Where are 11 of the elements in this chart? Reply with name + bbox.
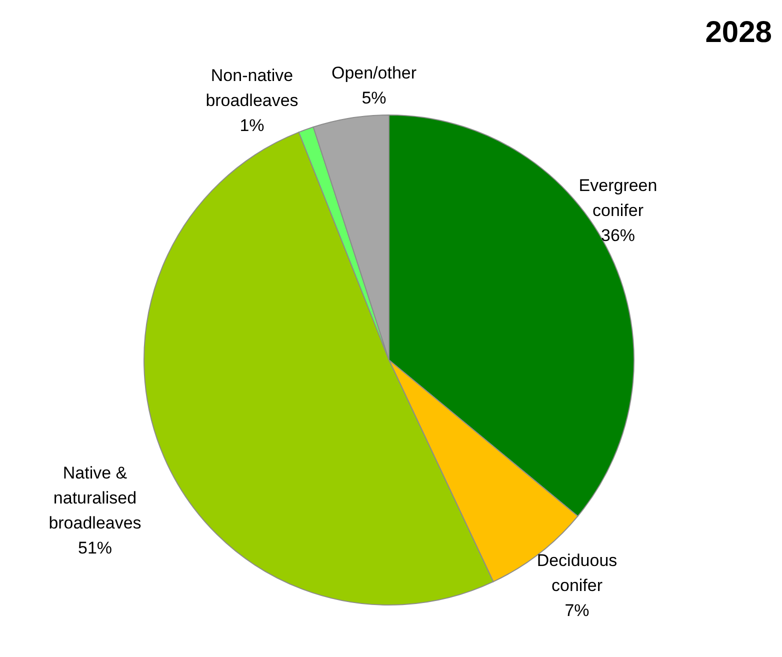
slice-label: Native & naturalised broadleaves bbox=[48, 463, 142, 532]
data-label: 1% bbox=[240, 116, 264, 135]
data-label: 7% bbox=[564, 600, 590, 620]
data-label: 36% bbox=[600, 226, 636, 245]
slice-label: Open/other bbox=[331, 63, 417, 82]
text: 2028 bbox=[705, 16, 772, 49]
slice-label: Evergreen conifer bbox=[578, 176, 658, 220]
slice-label: Non-native broadleaves bbox=[206, 66, 298, 110]
data-label: 5% bbox=[362, 88, 386, 108]
data-label: 51% bbox=[78, 538, 112, 558]
slice-label: Deciduous conifer bbox=[536, 550, 618, 595]
